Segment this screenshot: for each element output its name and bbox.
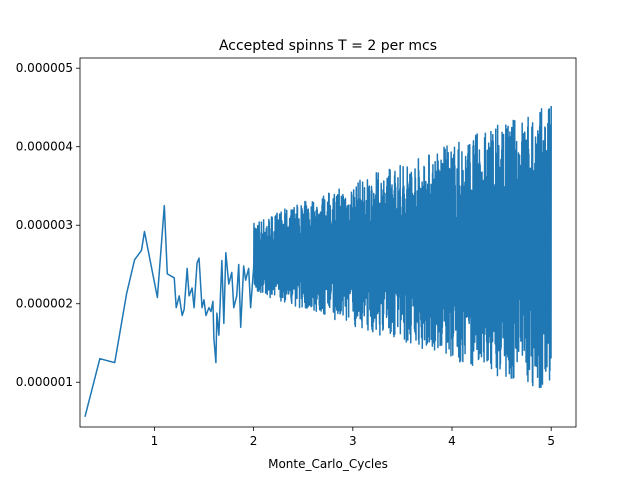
y-tick-label: 0.000005 — [16, 61, 73, 75]
x-tick-label: 2 — [250, 434, 258, 448]
y-tick-label: 0.000002 — [16, 297, 73, 311]
x-tick-label: 3 — [349, 434, 357, 448]
x-axis-label: Monte_Carlo_Cycles — [268, 457, 388, 471]
x-tick-label: 4 — [448, 434, 456, 448]
plot-area — [84, 106, 552, 417]
y-tick-label: 0.000004 — [16, 140, 73, 154]
x-axis: 1 2 3 4 5 — [151, 427, 555, 448]
chart-title: Accepted spinns T = 2 per mcs — [219, 38, 437, 54]
axes-frame — [79, 57, 577, 428]
series-line — [84, 106, 552, 417]
x-tick-label: 1 — [151, 434, 159, 448]
y-tick-label: 0.000003 — [16, 218, 73, 232]
x-tick-label: 5 — [547, 434, 555, 448]
y-tick-label: 0.000001 — [16, 375, 73, 389]
y-axis: 0.000001 0.000002 0.000003 0.000004 0.000005 — [16, 61, 80, 389]
